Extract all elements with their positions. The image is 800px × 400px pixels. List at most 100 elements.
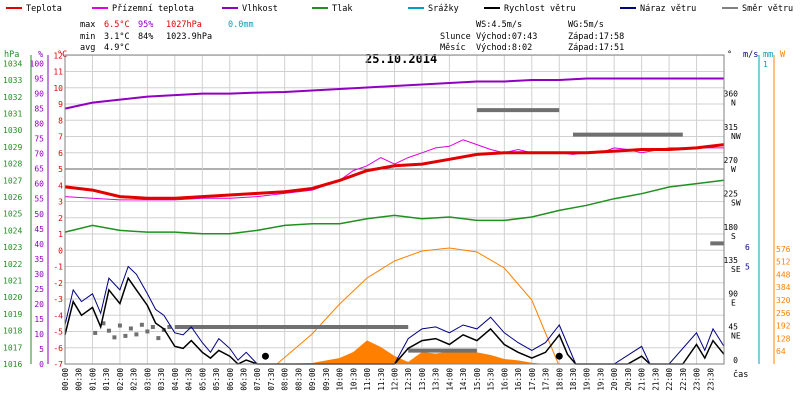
tick-label-pct: 10: [34, 330, 44, 339]
tick-label-pct: 70: [34, 150, 44, 159]
legend-label: Rychlost větru: [504, 4, 576, 14]
stat-min-press: 1023.9hPa: [166, 32, 212, 42]
x-tick-label: 02:00: [116, 368, 125, 391]
tick-label-dir-name: NW: [731, 132, 741, 141]
x-tick-label: 03:00: [143, 368, 152, 391]
x-tick-label: 12:30: [404, 368, 413, 391]
tick-label-w: 320: [776, 296, 791, 305]
tick-label-w: 128: [776, 334, 791, 343]
tick-label-hpa: 1021: [3, 277, 22, 286]
legend-label: Tlak: [332, 4, 352, 14]
tick-label-pct: 15: [34, 315, 44, 324]
x-tick-label: 12:00: [391, 368, 400, 391]
legend-label: Náraz větru: [640, 4, 696, 14]
tick-label-hpa: 1022: [3, 260, 22, 269]
x-tick-label: 01:00: [89, 368, 98, 391]
stat-max-hum: 95%: [138, 20, 153, 30]
tick-label-dir: 45: [728, 323, 738, 332]
chart-date: 25.10.2014: [365, 52, 437, 66]
x-tick-label: 23:00: [693, 368, 702, 391]
tick-label-degc: -4: [53, 311, 63, 320]
tick-label-hpa: 1020: [3, 293, 22, 302]
legend-label: Srážky: [428, 4, 459, 14]
tick-label-pct: 30: [34, 270, 44, 279]
x-tick-label: 13:30: [432, 368, 441, 391]
tick-label-pct: 40: [34, 240, 44, 249]
tick-label-mm: 1: [763, 60, 768, 69]
tick-label-pct: 80: [34, 120, 44, 129]
wind-direction-point: [150, 325, 155, 329]
x-tick-label: 08:30: [294, 368, 303, 391]
axis-title-degc: °C: [57, 50, 67, 60]
tick-label-dir-name: E: [731, 298, 736, 307]
series-solar-radiation: [276, 340, 546, 364]
tick-label-dir-name: SW: [731, 199, 741, 208]
x-tick-label: 17:00: [528, 368, 537, 391]
wind-direction-point: [167, 325, 172, 329]
legend: Teplota Přízemní teplota Vlhkost Tlak Srážky…: [6, 4, 793, 14]
tick-label-pct: 75: [34, 135, 44, 144]
moon-rise: Východ:8:02: [476, 43, 532, 53]
x-tick-label: 10:00: [336, 368, 345, 391]
tick-label-pct: 85: [34, 105, 44, 114]
stat-max-temp: 6.5°C: [104, 20, 130, 30]
wind-wg: WG:5m/s: [568, 20, 604, 30]
tick-label-hpa: 1018: [3, 327, 22, 336]
x-tick-label: 20:30: [624, 368, 633, 391]
x-tick-label: 18:30: [569, 368, 578, 391]
tick-label-dir: 90: [728, 289, 738, 298]
tick-label-w: 192: [776, 322, 791, 331]
stat-min-hum: 84%: [138, 32, 153, 42]
x-tick-label: 19:00: [583, 368, 592, 391]
x-tick-label: 11:00: [363, 368, 372, 391]
x-axis: 00:00 00:30 01:00 01:30 02:00 02:30 03:00 03:30…: [61, 368, 715, 391]
wind-direction-point: [106, 328, 111, 333]
series-sun-elevation: [276, 247, 559, 365]
tick-label-degc: 3: [58, 198, 63, 207]
tick-label-degc: -5: [53, 328, 63, 337]
tick-label-pct: 60: [34, 180, 44, 189]
moon-label: Měsíc: [440, 43, 466, 53]
tick-label-hpa: 1026: [3, 193, 22, 202]
wind-direction-point: [139, 322, 144, 327]
x-tick-label: 09:30: [322, 368, 331, 391]
tick-label-degc: 4: [58, 181, 63, 190]
tick-label-pct: 90: [34, 90, 44, 99]
x-tick-label: 13:00: [418, 368, 427, 391]
tick-label-degc: -6: [53, 344, 63, 353]
x-tick-label: 04:00: [171, 368, 180, 391]
tick-label-dir: 270: [724, 156, 739, 165]
tick-label-hpa: 1031: [3, 110, 22, 119]
stat-avg-label: avg: [80, 43, 95, 53]
axis-title-dir: °: [727, 50, 732, 60]
x-tick-label: 17:30: [542, 368, 551, 391]
tick-label-hpa: 1032: [3, 93, 22, 102]
tick-label-hpa: 1016: [3, 360, 22, 369]
tick-label-degc: 10: [53, 84, 63, 93]
x-tick-label: 23:30: [706, 368, 715, 391]
tick-label-dir-name: SE: [731, 265, 741, 274]
x-tick-label: 15:30: [487, 368, 496, 391]
legend-label: Vlhkost: [242, 4, 278, 14]
tick-label-pct: 45: [34, 225, 44, 234]
sun-label: Slunce: [440, 32, 471, 42]
tick-label-hpa: 1034: [3, 59, 22, 68]
tick-label-degc: 8: [58, 116, 63, 125]
axes: 1034103310321031103010291028102710261025…: [3, 51, 791, 369]
tick-label-w: 64: [776, 347, 786, 356]
x-tick-label: 02:30: [130, 368, 139, 391]
x-tick-label: 00:30: [75, 368, 84, 391]
tick-label-degc: -2: [53, 279, 63, 288]
x-tick-label: 16:00: [500, 368, 509, 391]
x-tick-label: 18:00: [555, 368, 564, 391]
wind-direction-point: [112, 335, 117, 340]
tick-label-degc: 2: [58, 214, 63, 223]
tick-label-pct: 50: [34, 210, 44, 219]
tick-label-dir: 360: [724, 90, 739, 99]
tick-label-ms: 6: [745, 243, 750, 252]
tick-label-w: 256: [776, 309, 791, 318]
tick-label-hpa: 1017: [3, 343, 22, 352]
tick-label-hpa: 1023: [3, 243, 22, 252]
x-tick-label: 21:30: [651, 368, 660, 391]
